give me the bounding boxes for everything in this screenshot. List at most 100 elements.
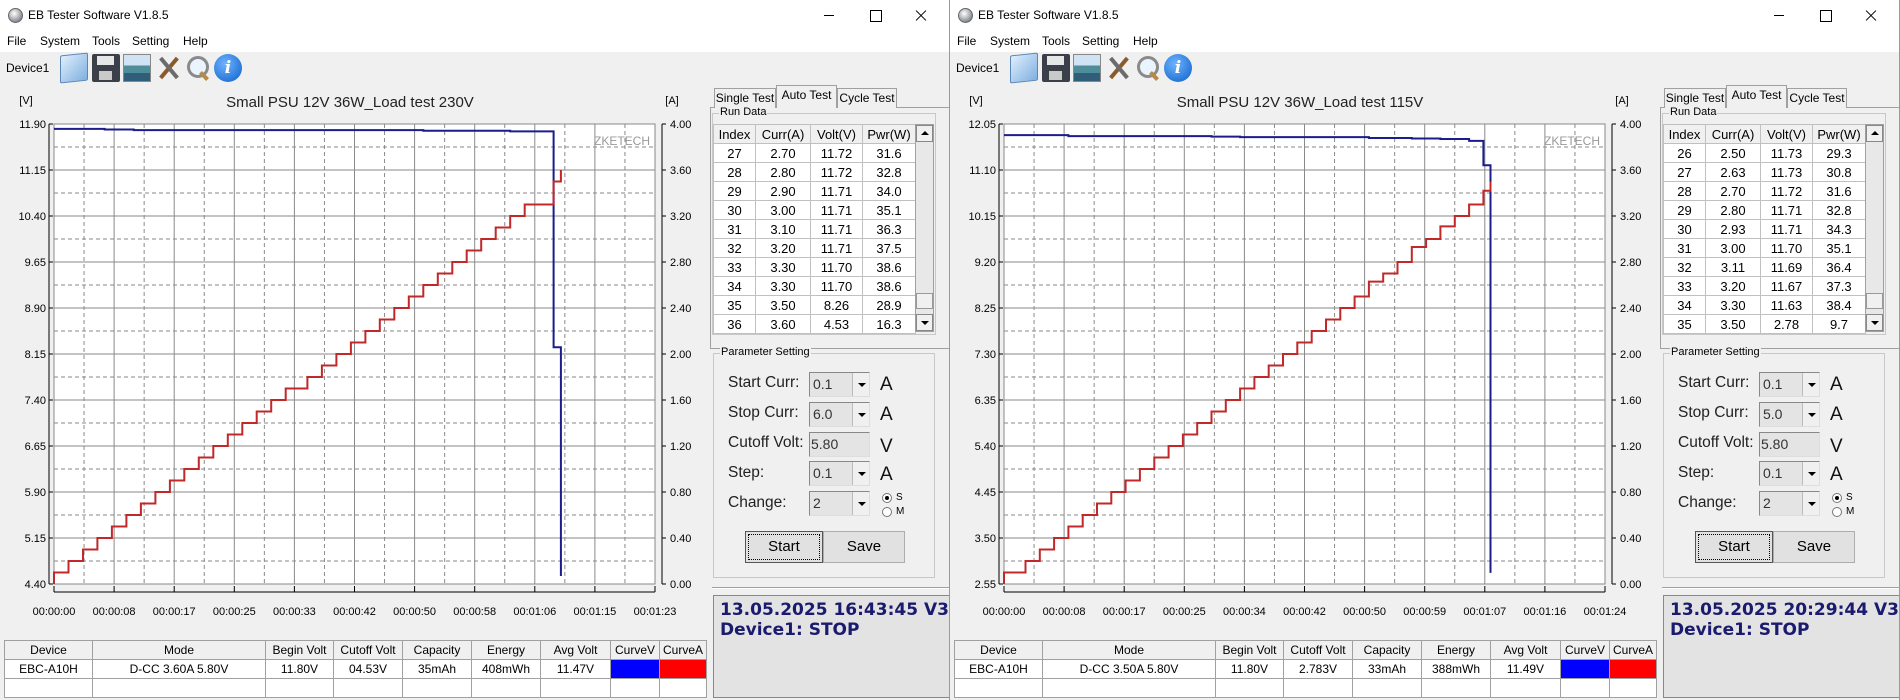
chevron-down-icon[interactable]	[852, 492, 869, 515]
curve-a-color-swatch[interactable]	[659, 659, 707, 679]
scroll-down-icon[interactable]	[916, 314, 933, 331]
maximize-button[interactable]	[1802, 0, 1848, 30]
stop-curr-select[interactable]: 6.0	[809, 402, 870, 427]
col-begin-volt: Begin Volt	[1215, 640, 1284, 660]
save-button[interactable]: Save	[1773, 531, 1855, 563]
close-button[interactable]	[898, 0, 944, 30]
folder-open-icon[interactable]	[60, 52, 88, 84]
stop-curr-select[interactable]: 5.0	[1759, 402, 1820, 427]
run-data-scrollbar[interactable]	[915, 124, 934, 332]
menu-tools[interactable]: Tools	[92, 34, 121, 48]
save-icon[interactable]	[1042, 54, 1070, 82]
start-curr-select[interactable]: 0.1	[1759, 372, 1820, 397]
run-data-row[interactable]: 26 2.50 11.73 29.3	[1663, 143, 1866, 163]
save-icon[interactable]	[92, 54, 120, 82]
run-data-row[interactable]: 28 2.70 11.72 31.6	[1663, 181, 1866, 201]
run-data-row[interactable]: 33 3.20 11.67 37.3	[1663, 276, 1866, 296]
scroll-thumb[interactable]	[1866, 293, 1883, 309]
folder-open-icon[interactable]	[1010, 52, 1038, 84]
chevron-down-icon[interactable]	[852, 373, 869, 396]
device-label[interactable]: Device1	[6, 61, 50, 75]
summary-row[interactable]: EBC-A10H D-CC 3.60A 5.80V 11.80V 04.53V …	[4, 659, 707, 679]
tab-single-test[interactable]: Single Test	[714, 88, 776, 108]
info-icon[interactable]	[1164, 54, 1192, 82]
menu-file[interactable]: File	[7, 34, 27, 48]
menu-system[interactable]: System	[40, 34, 81, 48]
start-curr-select[interactable]: 0.1	[809, 372, 870, 397]
run-data-row[interactable]: 34 3.30 11.70 38.6	[713, 276, 916, 296]
picture-icon[interactable]	[123, 54, 151, 82]
picture-icon[interactable]	[1073, 54, 1101, 82]
search-icon[interactable]	[184, 54, 212, 82]
tab-auto-test[interactable]: Auto Test	[776, 85, 837, 108]
run-data-row[interactable]: 27 2.70 11.72 31.6	[713, 143, 916, 163]
cutoff-volt-input[interactable]: 5.80	[809, 432, 870, 457]
close-button[interactable]	[1848, 0, 1894, 30]
minimize-button[interactable]	[806, 0, 852, 30]
title-bar[interactable]: EB Tester Software V1.8.5	[0, 0, 949, 30]
run-data-row[interactable]: 27 2.63 11.73 30.8	[1663, 162, 1866, 182]
scroll-up-icon[interactable]	[916, 125, 933, 142]
menu-help[interactable]: Help	[1133, 34, 1158, 48]
chevron-down-icon[interactable]	[1802, 462, 1819, 485]
tab-cycle-test[interactable]: Cycle Test	[1787, 88, 1847, 108]
step-select[interactable]: 0.1	[1759, 461, 1820, 486]
info-icon[interactable]	[214, 54, 242, 82]
run-data-row[interactable]: 31 3.10 11.71 36.3	[713, 219, 916, 239]
scroll-down-icon[interactable]	[1866, 314, 1883, 331]
menu-tools[interactable]: Tools	[1042, 34, 1071, 48]
radio-s[interactable]	[1832, 493, 1842, 503]
tools-icon[interactable]	[1105, 54, 1133, 82]
device-label[interactable]: Device1	[956, 61, 1000, 75]
chevron-down-icon[interactable]	[852, 462, 869, 485]
run-data-row[interactable]: 33 3.30 11.70 38.6	[713, 257, 916, 277]
scroll-thumb[interactable]	[916, 293, 933, 309]
radio-m[interactable]	[882, 507, 892, 517]
save-button[interactable]: Save	[823, 531, 905, 563]
parameter-setting-title: Parameter Setting	[720, 346, 811, 358]
cutoff-volt-input[interactable]: 5.80	[1759, 432, 1820, 457]
run-data-row[interactable]: 31 3.00 11.70 35.1	[1663, 238, 1866, 258]
run-data-row[interactable]: 30 2.93 11.71 34.3	[1663, 219, 1866, 239]
run-data-row[interactable]: 34 3.30 11.63 38.4	[1663, 295, 1866, 315]
summary-row[interactable]: EBC-A10H D-CC 3.50A 5.80V 11.80V 2.783V …	[954, 659, 1657, 679]
chevron-down-icon[interactable]	[1802, 492, 1819, 515]
run-data-row[interactable]: 32 3.20 11.71 37.5	[713, 238, 916, 258]
curve-a-color-swatch[interactable]	[1609, 659, 1657, 679]
menu-setting[interactable]: Setting	[1082, 34, 1120, 48]
change-select[interactable]: 2	[809, 491, 870, 516]
run-data-row[interactable]: 29 2.80 11.71 32.8	[1663, 200, 1866, 220]
step-select[interactable]: 0.1	[809, 461, 870, 486]
scroll-up-icon[interactable]	[1866, 125, 1883, 142]
menu-system[interactable]: System	[990, 34, 1031, 48]
tab-single-test[interactable]: Single Test	[1664, 88, 1726, 108]
change-select[interactable]: 2	[1759, 491, 1820, 516]
run-data-row[interactable]: 35 3.50 8.26 28.9	[713, 295, 916, 315]
run-data-scrollbar[interactable]	[1865, 124, 1884, 332]
radio-m[interactable]	[1832, 507, 1842, 517]
tab-cycle-test[interactable]: Cycle Test	[837, 88, 897, 108]
maximize-button[interactable]	[852, 0, 898, 30]
run-data-row[interactable]: 29 2.90 11.71 34.0	[713, 181, 916, 201]
start-button[interactable]: Start	[745, 531, 823, 563]
search-icon[interactable]	[1134, 54, 1162, 82]
run-data-row[interactable]: 32 3.11 11.69 36.4	[1663, 257, 1866, 277]
tools-icon[interactable]	[155, 54, 183, 82]
run-data-row[interactable]: 30 3.00 11.71 35.1	[713, 200, 916, 220]
chevron-down-icon[interactable]	[1802, 403, 1819, 426]
chevron-down-icon[interactable]	[852, 403, 869, 426]
start-button[interactable]: Start	[1695, 531, 1773, 563]
run-data-row[interactable]: 28 2.80 11.72 32.8	[713, 162, 916, 182]
curve-v-color-swatch[interactable]	[610, 659, 660, 679]
chevron-down-icon[interactable]	[1802, 373, 1819, 396]
run-data-row[interactable]: 36 3.60 4.53 16.3	[713, 314, 916, 334]
tab-auto-test[interactable]: Auto Test	[1726, 85, 1787, 108]
title-bar[interactable]: EB Tester Software V1.8.5	[950, 0, 1899, 30]
run-data-row[interactable]: 35 3.50 2.78 9.7	[1663, 314, 1866, 334]
curve-v-color-swatch[interactable]	[1560, 659, 1610, 679]
radio-s[interactable]	[882, 493, 892, 503]
menu-help[interactable]: Help	[183, 34, 208, 48]
minimize-button[interactable]	[1756, 0, 1802, 30]
menu-setting[interactable]: Setting	[132, 34, 170, 48]
menu-file[interactable]: File	[957, 34, 977, 48]
